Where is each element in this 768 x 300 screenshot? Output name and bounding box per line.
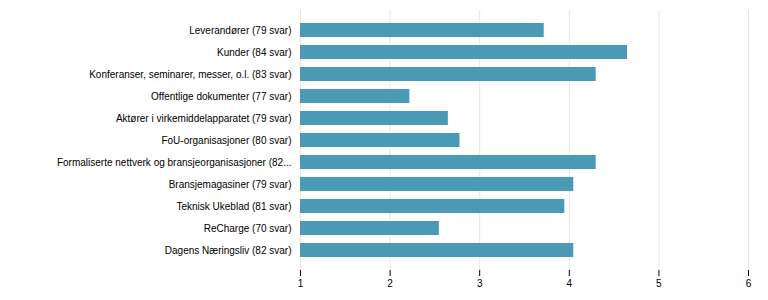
svg-text:Formaliserte nettverk og brans: Formaliserte nettverk og bransjeorganisa… bbox=[57, 157, 292, 168]
svg-text:Bransjemagasiner (79 svar): Bransjemagasiner (79 svar) bbox=[169, 179, 292, 190]
svg-text:3: 3 bbox=[477, 278, 483, 289]
svg-text:Dagens Næringsliv (82 svar): Dagens Næringsliv (82 svar) bbox=[165, 245, 292, 256]
svg-text:Leverandører (79 svar): Leverandører (79 svar) bbox=[189, 25, 291, 36]
svg-text:Aktører i virkemiddelapparatet: Aktører i virkemiddelapparatet (79 svar) bbox=[116, 113, 292, 124]
svg-text:Teknisk Ukeblad (81 svar): Teknisk Ukeblad (81 svar) bbox=[176, 201, 291, 212]
svg-text:2: 2 bbox=[387, 278, 393, 289]
svg-text:Offentlige dokumenter (77 svar: Offentlige dokumenter (77 svar) bbox=[151, 91, 291, 102]
svg-text:Konferanser, seminarer, messer: Konferanser, seminarer, messer, o.l. (83… bbox=[89, 69, 291, 80]
svg-text:5: 5 bbox=[656, 278, 662, 289]
svg-text:FoU-organisasjoner (80 svar): FoU-organisasjoner (80 svar) bbox=[161, 135, 291, 146]
svg-text:Kunder (84 svar): Kunder (84 svar) bbox=[217, 47, 291, 58]
svg-text:1: 1 bbox=[298, 278, 304, 289]
svg-text:ReCharge (70 svar): ReCharge (70 svar) bbox=[204, 223, 292, 234]
svg-text:6: 6 bbox=[746, 278, 752, 289]
svg-text:4: 4 bbox=[567, 278, 573, 289]
